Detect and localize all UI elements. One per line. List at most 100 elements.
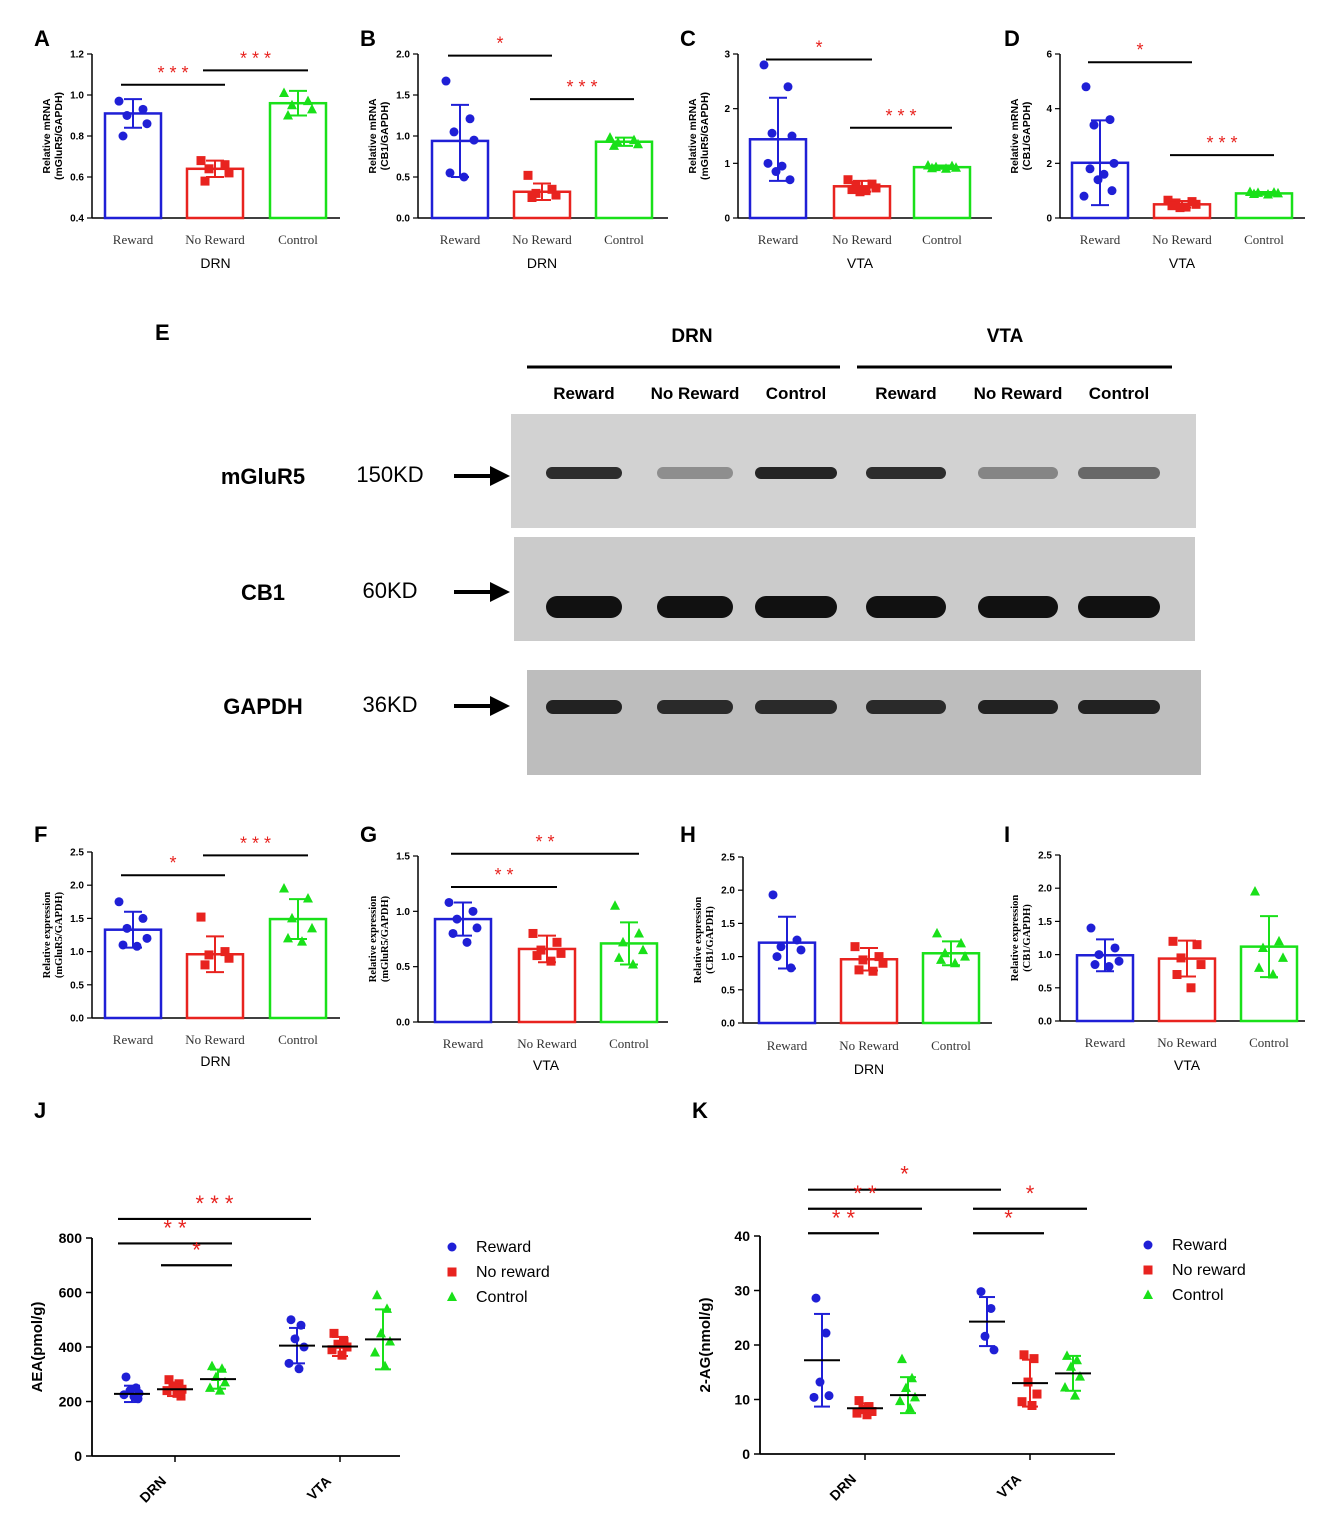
legend-marker bbox=[447, 1267, 457, 1277]
blot-band bbox=[1078, 467, 1160, 479]
x-axis-label: VTA bbox=[1169, 255, 1196, 271]
y-axis-label-line: (mGluR5/GAPDH) bbox=[699, 92, 711, 180]
y-axis-label: AEA(pmol/g) bbox=[29, 1302, 46, 1393]
data-point bbox=[287, 912, 297, 923]
data-point bbox=[1090, 960, 1100, 970]
data-point bbox=[634, 927, 644, 938]
panel-H: H 0.0 0.5 1.0 1.5 2.0 2.5 Relative expression(C… bbox=[680, 822, 992, 1077]
data-point bbox=[552, 937, 562, 947]
data-point bbox=[551, 190, 561, 200]
data-point bbox=[1019, 1350, 1029, 1360]
significance-marker: * * bbox=[853, 1181, 877, 1206]
data-point bbox=[874, 952, 884, 962]
y-tick-label: 1.5 bbox=[721, 919, 735, 930]
data-point bbox=[196, 912, 206, 922]
panel-B: B 0.0 0.5 1.0 1.5 2.0 Relative mRNA(CB1/GAPDH)… bbox=[360, 26, 668, 271]
data-point bbox=[824, 1391, 834, 1401]
data-point bbox=[1070, 1390, 1080, 1400]
x-axis-label: VTA bbox=[533, 1057, 560, 1073]
data-point bbox=[224, 953, 234, 963]
y-tick-label: 0 bbox=[74, 1448, 82, 1464]
y-tick-label: 20 bbox=[734, 1337, 750, 1353]
y-tick-label: 3 bbox=[724, 50, 730, 61]
data-point bbox=[628, 958, 638, 969]
data-point bbox=[204, 950, 214, 960]
y-tick-label: 2 bbox=[724, 104, 730, 115]
significance-marker: * bbox=[169, 853, 176, 873]
y-tick-label: 2.0 bbox=[70, 881, 84, 892]
y-axis-label: 2-AG(nmol/g) bbox=[697, 1298, 714, 1393]
y-axis-label-line: Relative mRNA bbox=[41, 98, 53, 174]
data-point bbox=[200, 960, 210, 970]
data-point bbox=[385, 1336, 395, 1346]
data-point bbox=[459, 172, 469, 182]
y-tick-label: 0 bbox=[724, 214, 730, 225]
data-point bbox=[114, 96, 124, 106]
significance-marker: * bbox=[900, 1162, 909, 1187]
x-tick-label: Reward bbox=[1080, 232, 1121, 247]
y-tick-label: 1.0 bbox=[1038, 950, 1052, 961]
legend-label: Reward bbox=[1172, 1237, 1227, 1254]
significance-marker: * * bbox=[832, 1205, 856, 1230]
data-point bbox=[901, 1382, 911, 1393]
y-tick-label: 2.0 bbox=[1038, 884, 1052, 895]
data-point bbox=[1085, 164, 1095, 174]
x-tick-label: DRN bbox=[136, 1473, 169, 1506]
data-point bbox=[905, 1402, 915, 1413]
x-tick-label: Control bbox=[1244, 232, 1284, 247]
data-point bbox=[1274, 935, 1284, 946]
data-point bbox=[609, 140, 619, 150]
data-point bbox=[1114, 956, 1124, 966]
data-point bbox=[138, 913, 148, 923]
significance-marker: * * * bbox=[885, 106, 916, 126]
y-tick-label: 2.5 bbox=[721, 853, 735, 864]
data-point bbox=[1181, 202, 1191, 212]
y-tick-label: 0.0 bbox=[1038, 1017, 1052, 1028]
blot-band bbox=[1078, 700, 1160, 714]
y-tick-label: 1.0 bbox=[70, 947, 84, 958]
data-point bbox=[556, 948, 566, 958]
blot-band bbox=[978, 700, 1058, 714]
data-point bbox=[1104, 962, 1114, 972]
y-tick-label: 1.5 bbox=[1038, 917, 1052, 928]
data-point bbox=[523, 170, 533, 180]
data-point bbox=[638, 944, 648, 955]
data-point bbox=[382, 1303, 392, 1313]
panel-E: E DRN VTA Reward No Reward Control Reward No Re… bbox=[155, 320, 1201, 775]
significance-marker: * bbox=[1136, 40, 1143, 60]
data-point bbox=[1099, 169, 1109, 179]
data-point bbox=[1023, 1377, 1033, 1387]
x-axis-label: DRN bbox=[200, 1053, 230, 1069]
y-axis-label: Relative expression(mGluR5/GAPDH) bbox=[42, 891, 65, 978]
y-axis-label-line: (CB1/GAPDH) bbox=[1021, 102, 1033, 171]
data-point bbox=[215, 1385, 225, 1395]
legend-marker bbox=[447, 1242, 457, 1252]
data-point bbox=[196, 156, 206, 166]
x-tick-label: Control bbox=[609, 1036, 649, 1051]
data-point bbox=[303, 95, 313, 106]
data-point bbox=[1093, 175, 1103, 185]
data-point bbox=[1273, 187, 1283, 198]
y-tick-label: 0.5 bbox=[396, 173, 410, 184]
y-axis-label-line: (mGluR5/GAPDH) bbox=[54, 891, 65, 978]
y-axis-label-line: Relative expression bbox=[1010, 895, 1021, 982]
y-tick-label: 2.5 bbox=[70, 848, 84, 859]
x-tick-label: Reward bbox=[113, 232, 154, 247]
data-point bbox=[786, 963, 796, 973]
lane-label: Reward bbox=[875, 384, 936, 403]
data-point bbox=[854, 965, 864, 975]
panel-C: C 0 1 2 3 Relative mRNA(mGluR5/GAPDH) Reward No… bbox=[680, 26, 992, 271]
data-point bbox=[174, 1379, 184, 1389]
data-point bbox=[772, 952, 782, 962]
molecular-weight-label: 36KD bbox=[362, 692, 417, 717]
data-point bbox=[220, 1376, 230, 1387]
data-point bbox=[532, 951, 542, 961]
legend-label: No reward bbox=[476, 1264, 550, 1281]
x-tick-label: Control bbox=[604, 232, 644, 247]
x-tick-label: No Reward bbox=[517, 1036, 577, 1051]
blot-band bbox=[978, 596, 1058, 618]
data-point bbox=[796, 945, 806, 955]
molecular-weight-label: 150KD bbox=[356, 462, 423, 487]
data-point bbox=[1192, 940, 1202, 950]
